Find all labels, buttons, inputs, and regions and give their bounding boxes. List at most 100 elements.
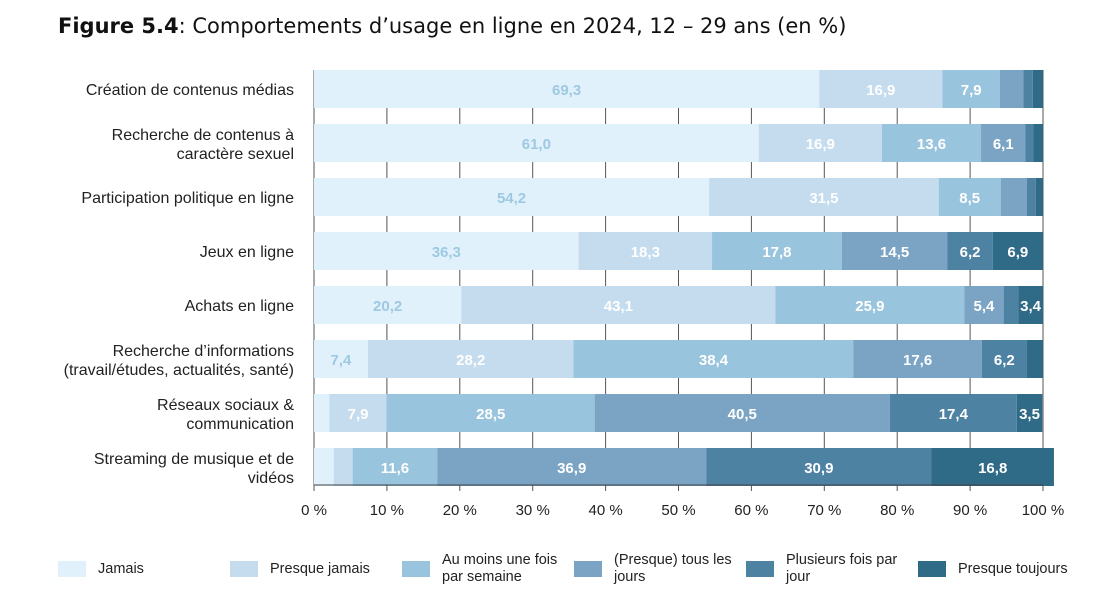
bar-segment <box>1023 70 1033 108</box>
data-label: 61,0 <box>522 136 551 153</box>
category-label-line: Participation politique en ligne <box>81 190 294 207</box>
bar-segment <box>1035 178 1043 216</box>
data-label: 17,4 <box>939 406 969 423</box>
legend: Jamais Presque jamais Au moins une fois par… <box>58 549 1098 589</box>
category-label-line: communication <box>186 416 294 433</box>
legend-item: (Presque) tous les jours <box>574 549 732 589</box>
data-label: 43,1 <box>604 298 633 315</box>
legend-item: Plusieurs fois par jour <box>746 549 897 589</box>
legend-swatch <box>918 561 946 577</box>
bar-segment <box>881 124 982 162</box>
data-label: 69,3 <box>552 82 581 99</box>
data-label: 6,9 <box>1007 244 1028 261</box>
bar-segment <box>853 340 982 378</box>
data-label: 5,4 <box>974 298 996 315</box>
legend-label: (Presque) tous les jours <box>614 552 732 586</box>
bars <box>314 70 1054 486</box>
legend-label-line: Au moins une fois <box>442 552 558 568</box>
bar-segment <box>1026 340 1043 378</box>
category-label-line: (travail/études, actualités, santé) <box>64 362 294 379</box>
bar-segment <box>775 286 965 324</box>
bar-segment <box>352 448 438 486</box>
bar-segment <box>999 70 1024 108</box>
legend-label: Presque jamais <box>270 561 370 578</box>
bar-segment <box>964 286 1004 324</box>
x-tick-label: 100 % <box>1022 502 1065 519</box>
bar-segment <box>314 232 579 270</box>
stacked-bar-chart: 69,3 16,9 7,9 61,0 16,9 13,6 6,1 54,2 31,5 8,5 36,… <box>64 70 1065 519</box>
bar-segment <box>938 178 1001 216</box>
data-label: 25,9 <box>855 298 884 315</box>
bar-segment <box>314 394 330 432</box>
x-tick-label: 90 % <box>953 502 987 519</box>
bar-segment <box>594 394 890 432</box>
data-label: 8,5 <box>959 190 980 207</box>
category-label-line: Recherche d’informations <box>113 343 294 360</box>
legend-label: Au moins une fois par semaine <box>442 552 557 586</box>
bar-segment <box>314 286 462 324</box>
bar-segment <box>329 394 387 432</box>
bar-segment <box>1018 286 1043 324</box>
bar-segment <box>889 394 1017 432</box>
category-label: Achats en ligne <box>185 298 295 315</box>
category-labels: Création de contenus médias Recherche de … <box>64 82 295 487</box>
bar-segment <box>706 448 932 486</box>
data-label: 7,4 <box>331 352 353 369</box>
figure-number: Figure 5.4 <box>58 14 179 38</box>
category-label-line: Recherche de contenus à <box>112 127 294 144</box>
data-label: 28,2 <box>456 352 485 369</box>
legend-swatch <box>402 561 430 577</box>
bar-segment <box>758 124 882 162</box>
category-label: Réseaux sociaux & communication <box>157 397 294 433</box>
data-label: 6,1 <box>993 136 1014 153</box>
legend-swatch <box>230 561 258 577</box>
data-label: 16,9 <box>866 82 895 99</box>
legend-swatch <box>574 561 602 577</box>
data-label: 20,2 <box>373 298 402 315</box>
category-label-line: caractère sexuel <box>177 146 294 163</box>
data-label: 3,5 <box>1019 406 1040 423</box>
legend-label-line: par semaine <box>442 569 522 585</box>
data-label: 7,9 <box>348 406 369 423</box>
x-axis-ticks: 0 % 10 % 20 % 30 % 40 % 50 % 60 % 70 % 80 % 90 % 1… <box>301 484 1065 519</box>
data-label: 36,9 <box>557 460 586 477</box>
bar-segment <box>819 70 943 108</box>
bar-segment <box>314 124 759 162</box>
data-label: 17,6 <box>903 352 932 369</box>
bar-segment <box>1033 124 1043 162</box>
bar-segment <box>386 394 595 432</box>
bar-segment <box>314 178 710 216</box>
data-label: 3,4 <box>1020 298 1042 315</box>
data-label: 31,5 <box>809 190 838 207</box>
legend-label: Presque toujours <box>958 561 1068 578</box>
category-label: Recherche d’informations (travail/études,… <box>64 343 294 379</box>
data-label: 40,5 <box>728 406 757 423</box>
legend-label: Plusieurs fois par jour <box>786 552 897 586</box>
bar-segment <box>578 232 713 270</box>
legend-swatch <box>58 561 86 577</box>
legend-label-line: Plusieurs fois par <box>786 552 898 568</box>
legend-label-line: jours <box>614 569 646 585</box>
figure-caption: : Comportements d’usage en ligne en 2024… <box>178 14 847 38</box>
data-label: 28,5 <box>476 406 505 423</box>
legend-label-line: (Presque) tous les <box>614 552 732 568</box>
category-label: Participation politique en ligne <box>81 190 294 207</box>
category-label: Recherche de contenus à caractère sexuel <box>112 127 294 163</box>
data-label: 6,2 <box>994 352 1015 369</box>
bar-segment <box>981 124 1026 162</box>
legend-item: Presque toujours <box>918 549 1068 589</box>
data-labels: 69,3 16,9 7,9 61,0 16,9 13,6 6,1 54,2 31,5 8,5 36,… <box>331 82 1042 477</box>
bar-segment <box>1000 178 1027 216</box>
bar-segment <box>942 70 1000 108</box>
data-label: 17,8 <box>762 244 791 261</box>
data-label: 14,5 <box>880 244 909 261</box>
legend-label-line: jour <box>786 569 811 585</box>
bar-segment <box>992 232 1043 270</box>
legend-item: Au moins une fois par semaine <box>402 549 557 589</box>
data-label: 36,3 <box>432 244 461 261</box>
category-label-line: vidéos <box>248 470 294 487</box>
bar-segment <box>1032 70 1043 108</box>
category-label-line: Création de contenus médias <box>86 82 294 99</box>
bar-segment <box>314 70 820 108</box>
data-label: 13,6 <box>917 136 946 153</box>
